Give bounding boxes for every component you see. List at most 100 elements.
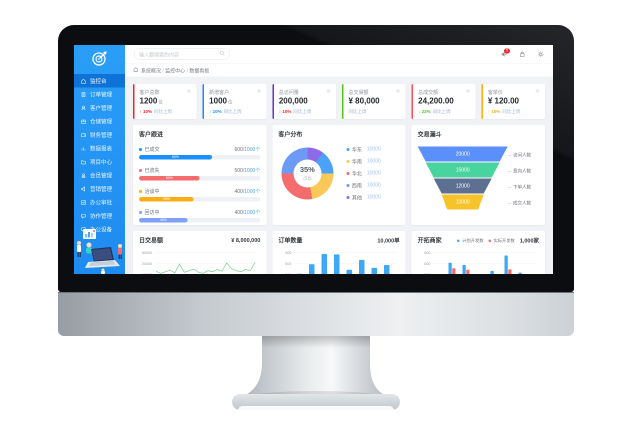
- panel-title: 日交易额: [139, 237, 164, 244]
- sidebar-item-label: 客户管理: [90, 105, 112, 112]
- svg-text:30000: 30000: [142, 251, 152, 255]
- breadcrumb: 系统概况 / 监控中心 / 数据看板: [125, 63, 553, 77]
- top-navbar: 输入要搜索的内容 5: [125, 45, 553, 64]
- sidebar-item-5[interactable]: 财务管理: [74, 128, 125, 142]
- legend-dot: [346, 159, 350, 163]
- stat-card-5: 总成交额 24,200.00 ↓ 22% 同比上周: [411, 84, 476, 119]
- breadcrumb-item[interactable]: 监控中心: [165, 68, 186, 74]
- progress-track: 45%: [139, 197, 261, 202]
- monitor-screen: 监控台订单管理客户管理仓储管理 财务管理 数据报表 项目中心会员管理营销管理办公审批协…: [74, 45, 553, 274]
- funnel-stage-value: 12000: [455, 183, 470, 189]
- card-trend: ↓ 22%: [418, 109, 431, 114]
- card-compare: 同比上周: [502, 109, 521, 114]
- donut-center-label: 占比: [302, 175, 312, 181]
- legend-value: 10000: [366, 182, 381, 189]
- card-title: 新增客户: [209, 90, 230, 96]
- stat-card-6: 客单价 ¥ 120.00 ↑ 10% 同比上周: [481, 84, 545, 119]
- card-trend: ↑ 10%: [209, 109, 222, 114]
- legend-dot: [346, 195, 350, 199]
- app-logo[interactable]: [74, 45, 125, 74]
- panel-title: 客户分布: [278, 131, 303, 138]
- legend-item: 计划开发数: [457, 237, 483, 243]
- chart-total: ¥ 8,000,000: [231, 237, 261, 244]
- sidebar-item-2[interactable]: 订单管理: [74, 88, 125, 102]
- progress-track: 40%: [139, 218, 261, 223]
- progress-value: 400: [234, 189, 243, 195]
- svg-text:600: 600: [285, 262, 291, 266]
- sidebar-item-6[interactable]: 数据报表: [74, 142, 125, 156]
- search-icon: [219, 50, 226, 59]
- bar-plan: [504, 255, 508, 274]
- bottom-row: 日交易额 ¥ 8,000,000 30000 20000 10000 订单数量 10,000…: [133, 231, 546, 274]
- sidebar-item-8[interactable]: 会员管理: [74, 169, 125, 183]
- card-value: 200,000: [278, 97, 308, 106]
- donut-body: 35% 占比 华东 10000 华南 10000 华北 10000 西南 10000 其他 100…: [278, 146, 399, 202]
- card-settings-icon[interactable]: [256, 88, 261, 96]
- bar: [371, 267, 377, 274]
- sidebar-item-9[interactable]: 营销管理: [74, 182, 125, 196]
- navbar-actions: 5: [501, 48, 545, 58]
- gear-icon[interactable]: [538, 51, 545, 58]
- sidebar-item-label: 办公设备: [90, 226, 112, 233]
- breadcrumb-item[interactable]: 系统概况: [141, 68, 161, 74]
- card-settings-icon[interactable]: [465, 88, 470, 96]
- sidebar-item-7[interactable]: 项目中心: [74, 155, 125, 169]
- sidebar-item-3[interactable]: 客户管理: [74, 101, 125, 115]
- card-settings-icon[interactable]: [535, 88, 540, 96]
- marketing-icon: [81, 186, 87, 192]
- bar-actual: [452, 268, 456, 274]
- sidebar-item-1[interactable]: 监控台: [74, 74, 125, 88]
- card-title: 总访问量: [278, 90, 299, 96]
- search-input[interactable]: 输入要搜索的内容: [134, 48, 230, 60]
- legend-dot: [346, 183, 350, 187]
- donut-legend-item: 华北 10000: [346, 170, 381, 177]
- card-settings-icon[interactable]: [326, 88, 331, 96]
- donut-legend-item: 西南 10000: [346, 182, 381, 189]
- sidebar-item-label: 会员管理: [90, 172, 112, 179]
- legend-label: 华南: [351, 159, 362, 166]
- sidebar-item-label: 订单管理: [90, 91, 112, 98]
- panel-title: 开拓商家: [417, 237, 442, 244]
- progress-value-suffix: /1000个: [242, 189, 261, 195]
- sidebar-item-4[interactable]: 仓储管理: [74, 115, 125, 129]
- card-settings-icon[interactable]: [396, 88, 401, 96]
- sidebar-item-11[interactable]: 协作管理: [74, 209, 125, 223]
- progress-track: 60%: [139, 155, 261, 160]
- progress-label: 已成交: [144, 147, 160, 153]
- funnel-stage-2: 15000: [425, 162, 500, 178]
- legend-dot: [346, 171, 350, 175]
- order-icon: [81, 91, 87, 97]
- notification-icon[interactable]: 5: [501, 48, 510, 58]
- sidebar-item-10[interactable]: 办公审批: [74, 196, 125, 210]
- legend-item: 实际开发数: [488, 237, 515, 243]
- content-area: 客户总数 1200位 ↑ 10% 同比上周 新增客户 1000位 ↑ 10% 同比上周 总访问量…: [125, 77, 553, 274]
- bar: [358, 259, 365, 274]
- card-title: 客单价: [487, 90, 503, 96]
- stat-card-3: 总访问量 200,000 ↑ 10% 同比上周: [272, 84, 336, 119]
- funnel-stage-value: 20000: [455, 151, 470, 157]
- breadcrumb-item[interactable]: 数据看板: [189, 68, 210, 74]
- bar: [346, 269, 352, 274]
- progress-label: 已流失: [144, 168, 160, 174]
- bar-plan: [448, 262, 452, 274]
- svg-text:300: 300: [285, 273, 291, 274]
- breadcrumb-separator: /: [161, 68, 166, 74]
- breadcrumb-items: 系统概况 / 监控中心 / 数据看板: [141, 66, 209, 74]
- progress-value-suffix: /1000个: [242, 210, 261, 216]
- lock-icon[interactable]: [519, 51, 526, 58]
- card-title: 总交易额: [348, 90, 369, 96]
- progress-value: 500: [234, 168, 243, 174]
- card-trend: ↑ 10%: [278, 109, 292, 114]
- panel-transaction-funnel: 交易漏斗 20000 15000 12000 10000 访问人数 意向人数 下单人数 成交人…: [411, 125, 546, 225]
- chart-legend: 计划开发数 实际开发数: [457, 237, 515, 243]
- legend-value: 10000: [366, 146, 381, 153]
- stat-card-4: 总交易额 ¥ 80,000 同比上周: [341, 84, 406, 119]
- sidebar-item-label: 营销管理: [90, 186, 112, 193]
- card-settings-icon[interactable]: [187, 88, 192, 96]
- bar: [308, 264, 315, 274]
- legend-label: 其他: [351, 195, 362, 202]
- bar: [333, 254, 340, 274]
- card-compare: 同比上周: [432, 109, 451, 114]
- panel-chart-1: 日交易额 ¥ 8,000,000 30000 20000 10000: [133, 231, 267, 274]
- chart-area: 900 600 300: [278, 247, 399, 274]
